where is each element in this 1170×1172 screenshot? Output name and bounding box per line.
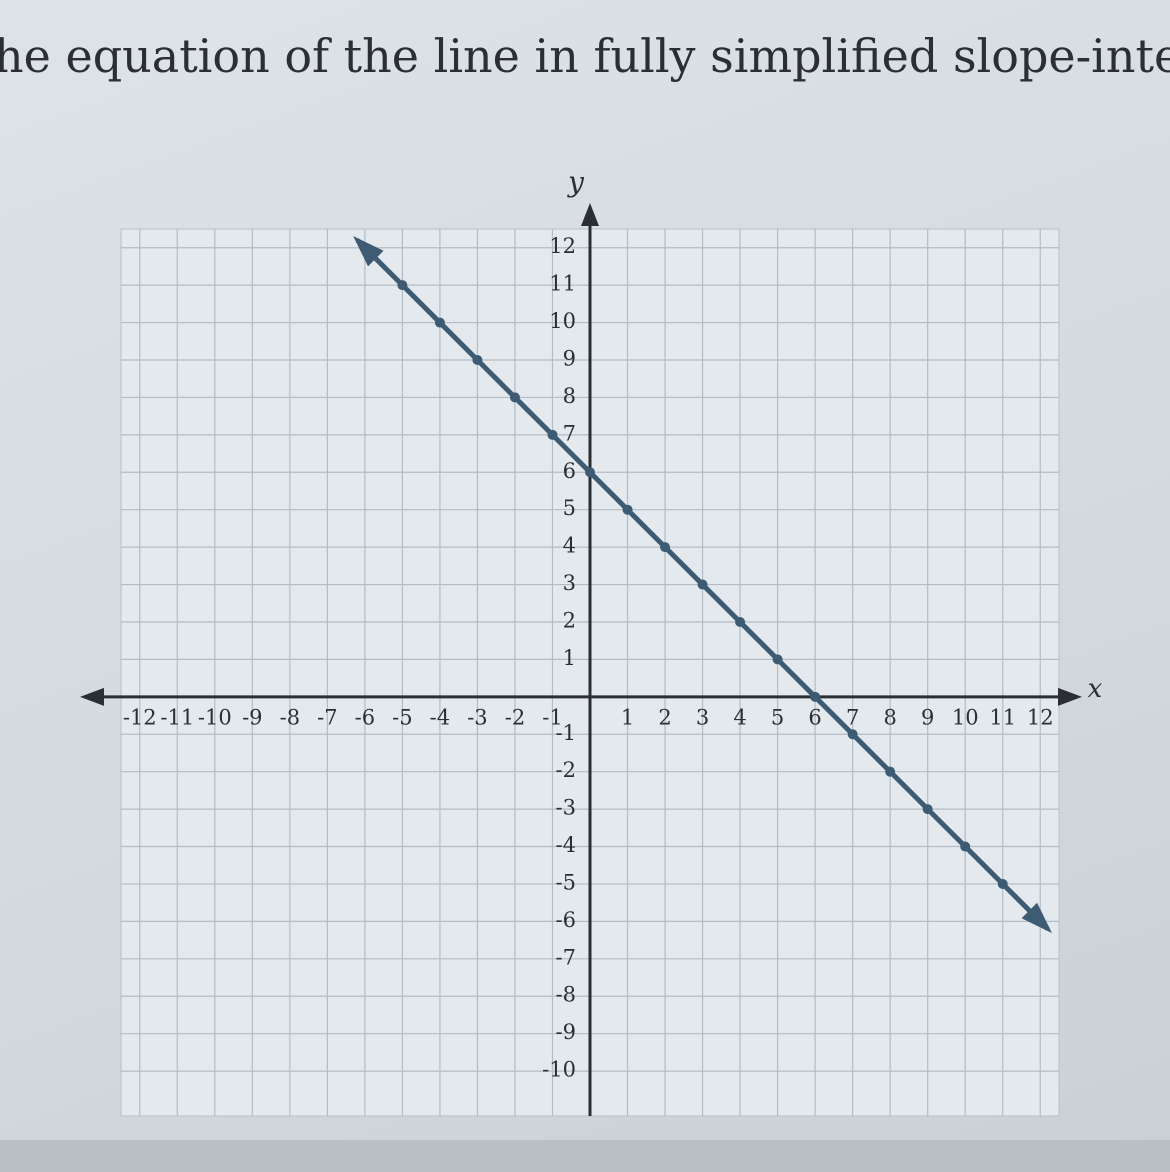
y-tick-label: 7 [563, 421, 576, 445]
y-tick-label: 3 [563, 571, 576, 595]
y-tick-label: 5 [563, 496, 576, 520]
x-tick-label: 10 [952, 705, 979, 729]
y-tick-label: -1 [556, 721, 576, 745]
taskbar [0, 1140, 1170, 1172]
data-point [509, 392, 520, 403]
x-tick-label: -12 [123, 705, 157, 729]
y-tick-label: -4 [556, 833, 576, 857]
data-point [885, 766, 896, 777]
x-tick-label: -1 [542, 705, 562, 729]
chart-title: he equation of the line in fully simplif… [0, 29, 1170, 83]
x-tick-label: 5 [771, 705, 784, 729]
data-point [622, 504, 633, 515]
x-tick-label: -3 [467, 705, 487, 729]
data-point [585, 467, 595, 478]
y-tick-label: -2 [556, 758, 576, 782]
x-tick-label: 4 [733, 705, 746, 729]
y-tick-label: -3 [556, 796, 576, 820]
x-tick-label: -7 [317, 705, 337, 729]
y-tick-label: 1 [563, 646, 576, 670]
data-point [922, 804, 933, 815]
data-point [697, 579, 708, 590]
y-tick-label: -6 [556, 908, 576, 932]
data-point [960, 841, 971, 852]
x-tick-label: -10 [198, 705, 232, 729]
x-tick-label: 9 [921, 705, 934, 729]
x-tick-label: 6 [808, 705, 821, 729]
y-tick-label: 4 [563, 534, 576, 558]
x-tick-label: -8 [280, 705, 300, 729]
data-point [997, 878, 1008, 889]
x-tick-label: -5 [392, 705, 412, 729]
line-arrow [1021, 902, 1052, 934]
data-point [397, 280, 408, 291]
x-axis-arrow [1058, 687, 1082, 706]
x-tick-label: 3 [696, 705, 709, 729]
y-tick-label: -9 [556, 1020, 576, 1044]
y-axis-label: y [566, 166, 585, 199]
data-point [810, 691, 821, 702]
data-point [472, 354, 483, 365]
y-tick-label: 11 [549, 272, 576, 296]
y-tick-label: -10 [542, 1058, 576, 1082]
x-axis-arrow [80, 687, 104, 706]
x-tick-label: -2 [505, 705, 525, 729]
y-tick-label: 8 [563, 384, 576, 408]
line-arrow [353, 235, 384, 267]
x-tick-label: 8 [883, 705, 896, 729]
y-axis-arrow [581, 203, 599, 226]
x-tick-label: 11 [989, 705, 1016, 729]
y-tick-label: 10 [549, 309, 576, 333]
data-point [434, 317, 445, 328]
data-point [847, 729, 858, 740]
y-tick-label: 12 [549, 234, 576, 258]
x-axis-label: x [1088, 674, 1103, 704]
y-tick-label: -8 [556, 983, 576, 1007]
data-point [660, 542, 671, 553]
x-tick-label: 12 [1027, 705, 1054, 729]
data-point [735, 616, 746, 627]
x-tick-label: 1 [621, 705, 634, 729]
x-tick-label: -9 [242, 705, 262, 729]
x-tick-label: -4 [430, 705, 450, 729]
data-point [547, 429, 558, 440]
x-tick-label: -6 [355, 705, 375, 729]
y-tick-label: 6 [563, 459, 576, 483]
data-point [772, 654, 783, 665]
y-tick-label: 2 [563, 608, 576, 632]
y-tick-label: -7 [556, 945, 576, 969]
x-tick-label: 7 [846, 705, 859, 729]
x-tick-label: 2 [658, 705, 671, 729]
y-tick-label: -5 [556, 870, 576, 894]
y-tick-label: 9 [563, 346, 576, 370]
x-tick-label: -11 [160, 705, 194, 729]
